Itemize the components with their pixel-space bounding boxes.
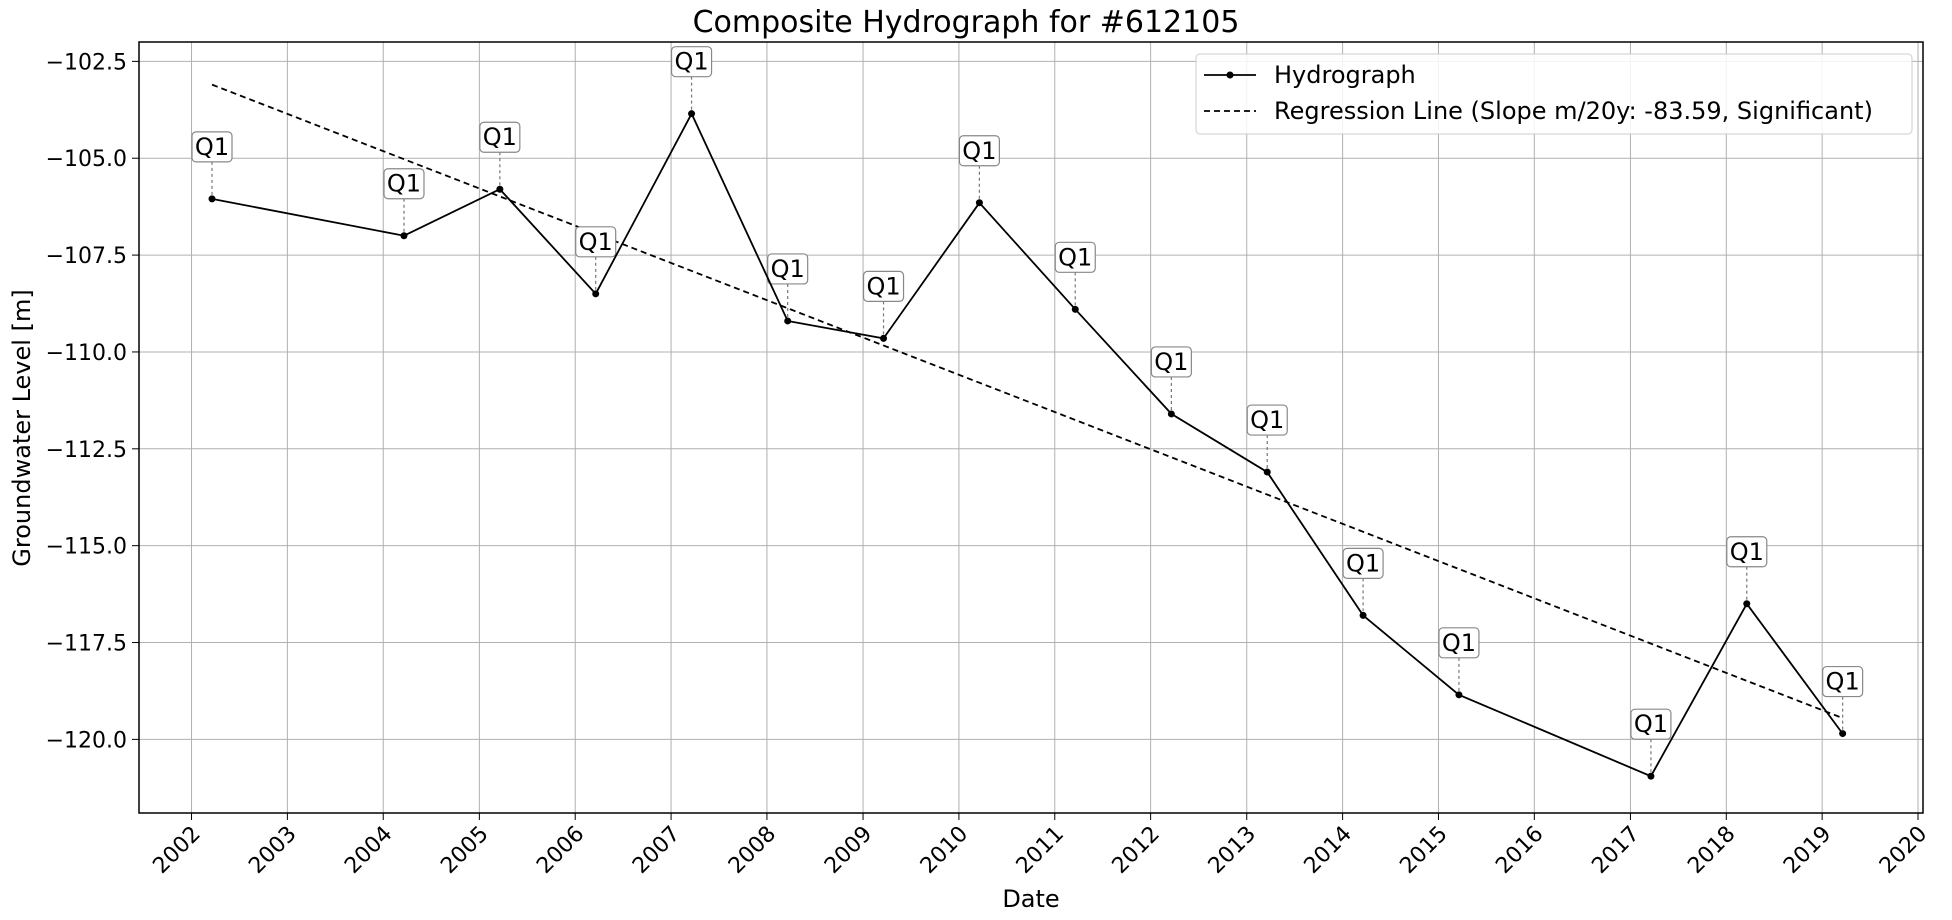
annotation-box [1246,404,1288,436]
hydrograph-point [880,334,888,342]
y-tick-label: −102.5 [46,50,127,75]
annotation-label: Q1 [483,123,517,151]
hydrograph-series [208,110,1847,780]
y-tick-label: −112.5 [46,438,127,463]
y-tick-label: −115.0 [46,535,127,560]
hydrograph-point [496,185,504,193]
x-tick-label: 2011 [1012,822,1069,879]
hydrograph-point [1359,611,1367,619]
legend-hydrograph-marker [1226,71,1234,79]
hydrograph-point [400,232,408,240]
annotation-label: Q1 [1730,538,1764,566]
annotation-box [1342,547,1384,580]
chart-title: Composite Hydrograph for #612105 [693,5,1240,40]
x-tick-label: 2008 [724,822,781,879]
annotation-label: Q1 [1250,406,1284,434]
annotation-box [383,168,425,200]
annotation-label: Q1 [1346,549,1380,577]
hydrograph-point [1455,691,1463,699]
x-tick-label: 2014 [1300,822,1357,879]
hydrograph-point [1647,772,1655,780]
annotation-label: Q1 [771,255,805,283]
annotation-label: Q1 [962,137,996,165]
x-axis-label: Date [1002,885,1059,913]
y-tick-label: −105.0 [46,147,127,172]
annotation-box [1150,346,1192,378]
annotation-box [1822,665,1864,698]
x-tick-label: 2009 [820,822,877,879]
x-tick-label: 2017 [1587,822,1644,879]
hydrograph-point [1743,600,1751,608]
annotation-label: Q1 [1058,243,1092,271]
annotation-box [1726,536,1768,568]
x-tick-label: 2004 [340,822,397,879]
annotation-box [575,226,617,258]
x-tick-label: 2019 [1779,822,1836,879]
x-tick-label: 2015 [1395,822,1452,879]
annotation-label: Q1 [1154,348,1188,376]
hydrograph-point [1263,468,1271,476]
regression-line [211,83,1843,719]
annotation-box [958,135,1000,167]
hydrograph-point [208,195,216,203]
annotation-box [191,131,233,163]
x-tick-label: 2016 [1491,822,1548,879]
y-tick-label: −117.5 [46,632,127,657]
x-tick-label: 2002 [148,822,205,879]
legend-hydrograph-label: Hydrograph [1274,61,1416,89]
legend-regression-label: Regression Line (Slope m/20y: -83.59, Si… [1274,97,1873,125]
annotation-label: Q1 [1826,668,1860,696]
annotations: Q1 Q1 Q1 Q1 Q1 Q1 Q1 Q1 Q1 Q1 Q1 Q1 Q1 Q1 Q1 Q1 [191,46,1864,773]
x-tick-label: 2005 [436,822,493,879]
x-tick-label: 2010 [916,822,973,879]
annotation-box [479,121,521,153]
annotation-box [1630,708,1672,740]
annotation-box [670,46,713,78]
y-tick-label: −107.5 [46,244,127,269]
annotation-label: Q1 [1442,629,1476,657]
annotation-label: Q1 [387,170,421,198]
regression-series [211,83,1843,719]
hydrograph-line [211,111,1844,778]
x-tick-label: 2006 [532,822,589,879]
annotation-box [767,253,809,285]
annotation-label: Q1 [195,133,229,161]
hydrograph-point [1071,305,1079,313]
legend-box [1195,53,1913,135]
x-tick-label: 2018 [1683,822,1740,879]
annotation-box [1438,627,1480,659]
hydrograph-point [1839,730,1847,738]
grid [139,42,1923,813]
annotation-label: Q1 [674,48,708,76]
annotation-label: Q1 [579,228,613,256]
annotation-box [862,270,905,302]
y-axis-ticks: −102.5 −105.0 −107.5 −110.0 −112.5 −115.0 −117… [46,50,139,753]
y-tick-label: −120.0 [46,728,127,753]
annotation-label: Q1 [866,272,900,300]
hydrograph-point [592,290,600,298]
x-tick-label: 2013 [1204,822,1261,879]
annotation-box [1054,241,1096,273]
hydrograph-point [975,199,983,207]
x-tick-label: 2007 [628,822,685,879]
y-tick-label: −110.0 [46,341,127,366]
x-tick-label: 2003 [244,822,301,879]
annotation-label: Q1 [1634,710,1668,738]
legend: Hydrograph Regression Line (Slope m/20y:… [1195,53,1913,135]
hydrograph-point [1167,410,1175,418]
plot-frame [138,41,1924,814]
x-tick-label: 2020 [1875,822,1932,879]
hydrograph-point [688,110,696,118]
x-axis-ticks: 2002 2003 2004 2005 2006 2007 2008 2009 2010 2011… [148,813,1932,879]
y-axis-label: Groundwater Level [m] [8,289,36,566]
x-tick-label: 2012 [1108,822,1165,879]
hydrograph-point [784,317,792,325]
